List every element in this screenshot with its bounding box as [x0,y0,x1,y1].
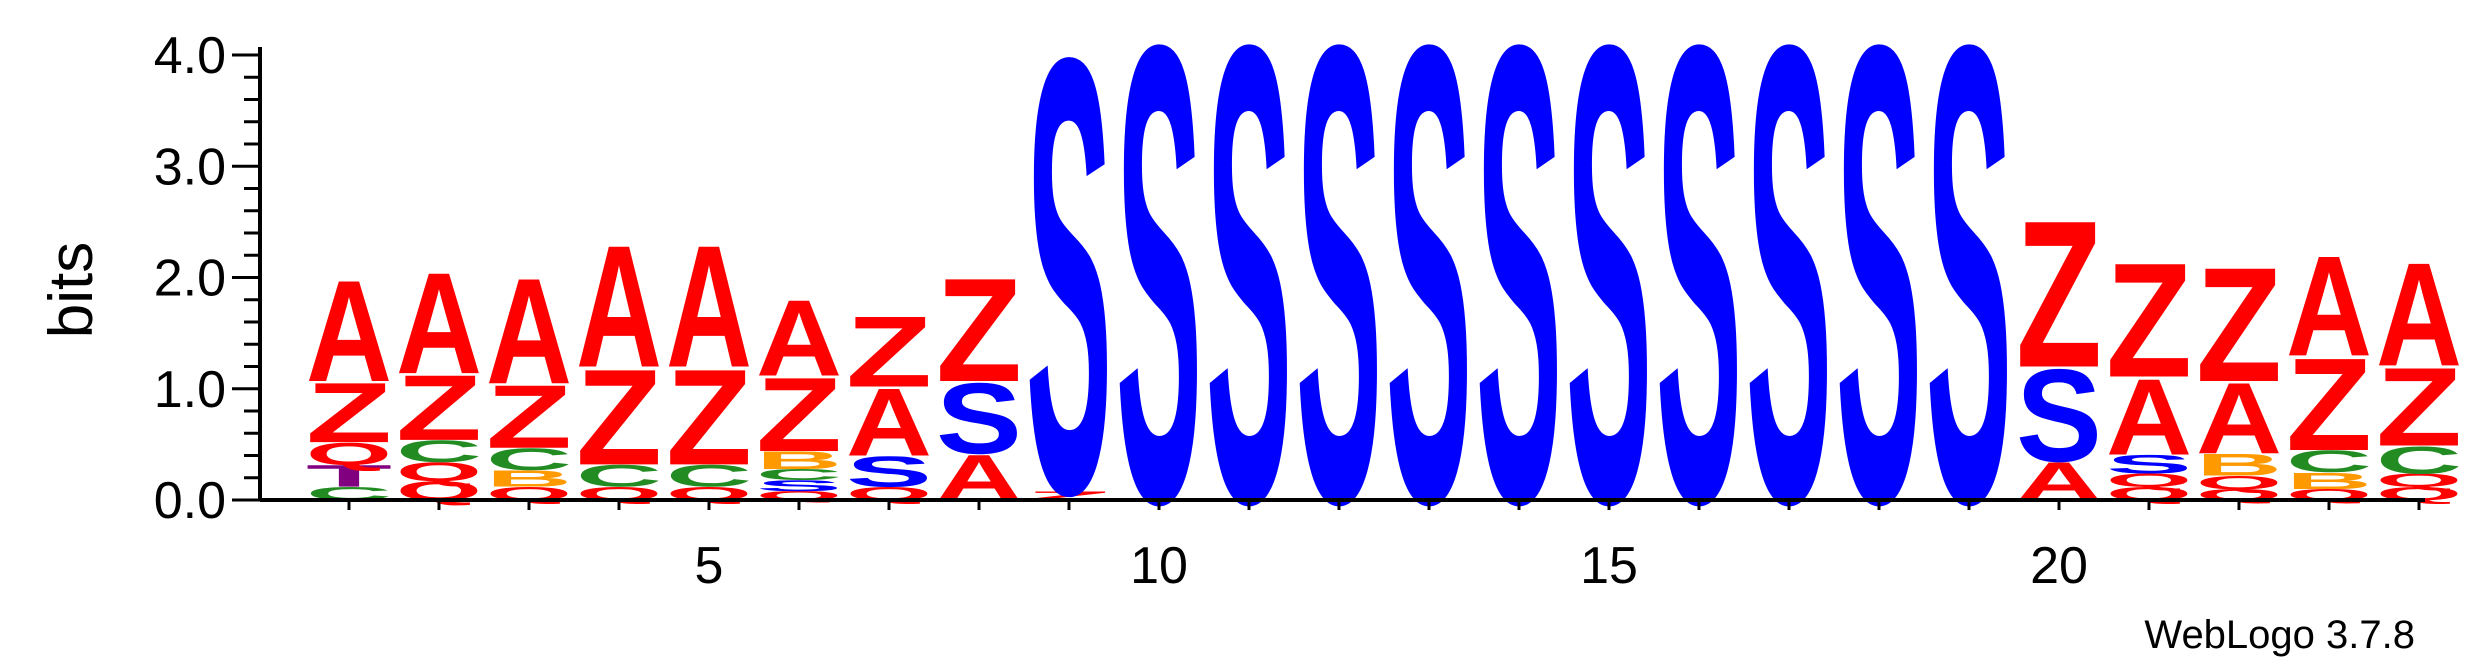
x-tick-label: 15 [1580,537,1638,595]
logo-letter-a: A [486,247,572,416]
logo-letter-a: A [2376,233,2462,397]
logo-letter-c: C [486,442,572,477]
logo-letter-s: S [1566,0,1652,639]
logo-letter-s: S [2016,342,2102,490]
logo-letter-a: A [846,368,932,476]
logo-letter-b: B [756,447,842,475]
logo-letter-s: S [1386,0,1472,639]
logo-letter-z: Z [2376,344,2462,469]
logo-letter-q: Q [306,437,392,471]
logo-letter-s: S [1926,0,2012,639]
y-axis: 0.0 1.0 2.0 3.0 4.0 [154,27,262,530]
logo-letter-s: S [1836,0,1922,639]
logo-letter-s: S [2106,449,2192,479]
logo-letter-s: S [1746,0,1832,639]
logo-letter-z: Z [2286,330,2372,478]
x-tick-label: 5 [695,537,724,595]
logo-letter-s: S [1206,0,1292,639]
logo-letter-a: A [2286,226,2372,386]
logo-letter-z: Z [846,295,932,408]
logo-letter-q: Q [2106,470,2192,491]
y-tick-label: 1.0 [154,361,226,419]
logo-letter-s: S [936,362,1022,475]
logo-letter-s: S [1116,0,1202,639]
logo-letter-a: A [2196,363,2282,476]
x-tick-label: 10 [1130,537,1188,595]
logo-letter-c: C [576,459,662,494]
logo-letter-z: Z [666,341,752,494]
logo-letter-c: C [2376,438,2462,481]
y-tick-label: 0.0 [154,472,226,530]
logo-letter-s: S [1296,0,1382,639]
logo-letter-z: Z [486,367,572,468]
y-axis-label: bits [37,242,106,338]
logo-letter-s: S [846,448,932,496]
logo-letter-q: Q [2196,472,2282,493]
x-tick-label: 20 [2030,537,2088,595]
logo-letter-z: Z [2016,176,2102,411]
y-tick-label: 2.0 [154,250,226,308]
logo-letter-s: S [1476,0,1562,639]
credit-label: WebLogo 3.7.8 [2144,613,2415,657]
logo-letter-b: B [2286,468,2372,494]
y-tick-label: 3.0 [154,138,226,196]
logo-letter-z: Z [396,356,482,460]
y-tick-label: 4.0 [154,27,226,85]
logo-letter-c: C [2286,444,2372,479]
logo-letter-z: Z [2196,234,2282,416]
x-axis: 5 10 15 20 [260,498,2425,595]
logo-letter-s: S [1026,0,1112,624]
logo-letter-z: Z [756,356,842,474]
logo-letter-z: Z [576,341,662,494]
logo-letter-q: Q [396,457,482,487]
logo-letter-a: A [756,278,842,399]
logo-letter-c: C [666,459,752,494]
logo-letter-t: T [306,459,392,494]
logo-letter-c: C [756,466,842,483]
logo-letter-a: A [396,243,482,405]
logo-letter-a: A [2106,357,2192,478]
logo-letter-z: Z [936,247,1022,413]
logo-letter-a: A [666,209,752,404]
logo-letter-a: A [576,209,662,404]
logo-letter-b: B [2196,448,2282,483]
logo-letter-s: S [1656,0,1742,639]
logo-letter-z: Z [2106,230,2192,412]
logo-letter-s: S [756,477,842,494]
logo-letter-q: Q [2376,470,2462,491]
logo-letter-b: B [486,466,572,492]
logo-letter-z: Z [306,365,392,460]
logo-letter-a: A [306,251,392,413]
logo-letter-c: C [396,434,482,469]
